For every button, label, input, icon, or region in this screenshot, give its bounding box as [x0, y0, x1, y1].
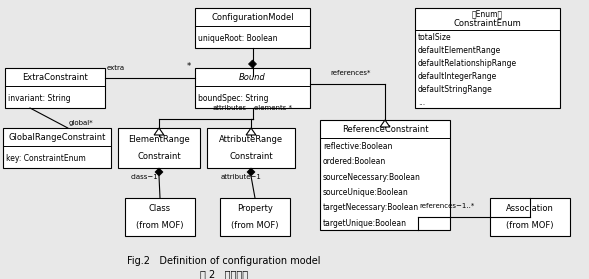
Text: global*: global*: [69, 120, 94, 126]
Text: sourceNecessary:Boolean: sourceNecessary:Boolean: [323, 173, 421, 182]
Text: attribute−1: attribute−1: [221, 174, 262, 180]
Text: ConfigurationModel: ConfigurationModel: [211, 13, 294, 21]
Text: ordered:Boolean: ordered:Boolean: [323, 157, 386, 166]
Bar: [320, 120, 450, 230]
Text: attributes: attributes: [213, 105, 247, 111]
Text: (from MOF): (from MOF): [231, 221, 279, 230]
Polygon shape: [249, 60, 256, 68]
Text: ReferenceConstraint: ReferenceConstraint: [342, 124, 428, 133]
Bar: [490, 198, 570, 236]
Text: references−1..*: references−1..*: [419, 203, 475, 209]
Text: defaultStringRange: defaultStringRange: [418, 85, 493, 94]
Text: 《Enum》: 《Enum》: [472, 10, 503, 19]
Bar: [125, 198, 195, 236]
Text: Bound: Bound: [239, 73, 266, 81]
Text: ExtraConstraint: ExtraConstraint: [22, 73, 88, 81]
Text: defaultIntegerRange: defaultIntegerRange: [418, 72, 497, 81]
Text: *: *: [187, 62, 191, 71]
Text: ...: ...: [418, 98, 425, 107]
Text: boundSpec: String: boundSpec: String: [198, 93, 269, 103]
Text: invariant: String: invariant: String: [8, 93, 71, 103]
Text: defaultRelationshipRange: defaultRelationshipRange: [418, 59, 517, 68]
Text: AttributeRange: AttributeRange: [219, 135, 283, 144]
Polygon shape: [155, 168, 163, 176]
Text: 图 2   配置模型: 图 2 配置模型: [200, 269, 248, 279]
Text: targetNecessary:Boolean: targetNecessary:Boolean: [323, 203, 419, 212]
Text: sourceUnique:Boolean: sourceUnique:Boolean: [323, 188, 409, 197]
Text: class−1: class−1: [131, 174, 159, 180]
Text: Fig.2   Definition of configuration model: Fig.2 Definition of configuration model: [127, 256, 320, 266]
Text: uniqueRoot: Boolean: uniqueRoot: Boolean: [198, 33, 277, 43]
Text: defaultElementRange: defaultElementRange: [418, 46, 501, 55]
Text: Association: Association: [506, 204, 554, 213]
Text: references*: references*: [330, 70, 370, 76]
Bar: [220, 198, 290, 236]
Polygon shape: [380, 120, 390, 127]
Text: key: ConstraintEnum: key: ConstraintEnum: [6, 154, 86, 163]
Text: (from MOF): (from MOF): [136, 221, 184, 230]
Text: GlobalRangeConstraint: GlobalRangeConstraint: [8, 133, 105, 141]
Text: reflective:Boolean: reflective:Boolean: [323, 142, 392, 151]
Text: targetUnique:Boolean: targetUnique:Boolean: [323, 219, 407, 228]
Text: Property: Property: [237, 204, 273, 213]
Polygon shape: [154, 128, 164, 135]
Bar: [207, 128, 295, 168]
Text: Constraint: Constraint: [137, 152, 181, 161]
Text: extra: extra: [107, 65, 125, 71]
Polygon shape: [247, 168, 255, 176]
Bar: [415, 8, 560, 108]
Text: ElementRange: ElementRange: [128, 135, 190, 144]
Bar: [195, 8, 310, 48]
Text: ConstraintEnum: ConstraintEnum: [454, 19, 521, 28]
Polygon shape: [246, 128, 256, 135]
Text: Class: Class: [149, 204, 171, 213]
Bar: [118, 128, 200, 168]
Text: (from MOF): (from MOF): [507, 221, 554, 230]
Bar: [3, 128, 111, 168]
Bar: [5, 68, 105, 108]
Text: elements *: elements *: [254, 105, 293, 111]
Bar: [195, 68, 310, 108]
Text: totalSize: totalSize: [418, 33, 452, 42]
Text: Constraint: Constraint: [229, 152, 273, 161]
